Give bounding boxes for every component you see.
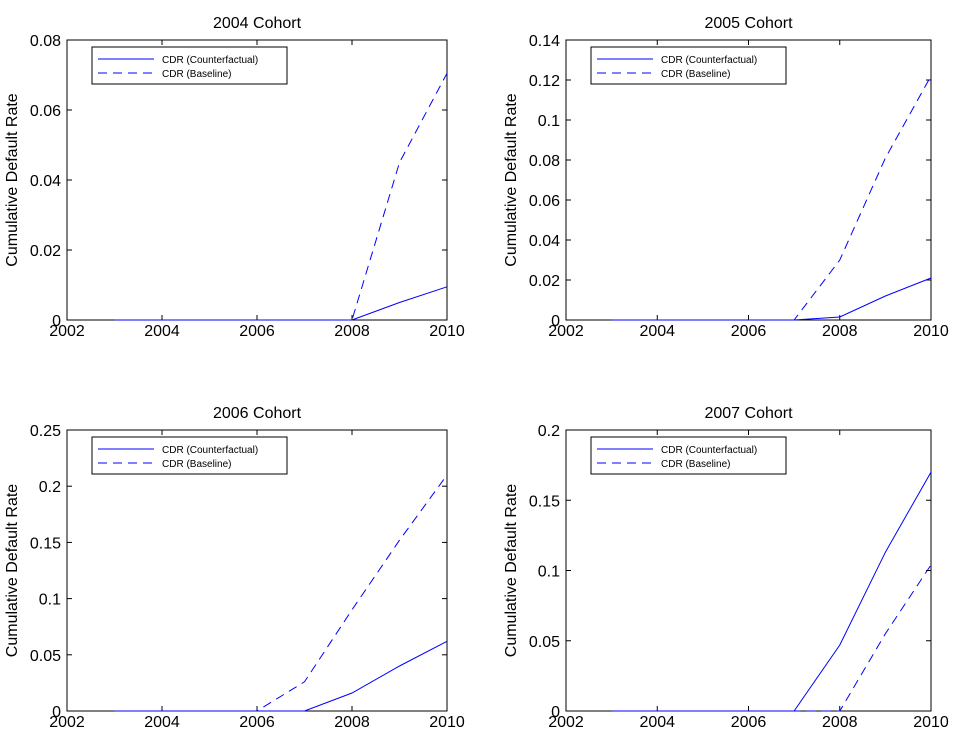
legend-entry-label: CDR (Baseline) [661,459,730,470]
series-line-baseline [114,73,448,321]
y-tick-label: 0.02 [529,273,560,290]
legend-box [590,46,787,85]
legend-entry-label: CDR (Baseline) [162,459,231,470]
y-tick-label: 0.04 [30,173,61,190]
chart-panel-1: 2004 Cohort Cumulative Default Rate 2002 20… [4,15,465,340]
y-tick-label: 0.14 [529,33,560,50]
y-axis-label: Cumulative Default Rate [503,93,520,267]
x-tick-label: 2010 [429,323,465,340]
chart-title: 2007 Cohort [704,405,793,422]
y-axis-label: Cumulative Default Rate [4,93,21,267]
y-tick-label: 0.08 [529,153,560,170]
y-tick-label: 0 [52,704,61,721]
chart-title: 2005 Cohort [704,15,793,32]
x-tick-label: 2002 [49,714,85,731]
y-tick-label: 0 [551,704,560,721]
y-tick-label: 0.1 [39,592,61,609]
series-line-baseline [611,75,932,321]
plot-area [565,429,932,712]
x-tick-label: 2010 [429,714,465,731]
plot-area [66,429,448,712]
x-tick-label: 2006 [731,714,767,731]
y-tick-label: 0.15 [529,493,560,510]
legend-box [91,46,288,85]
series-line-baseline [114,474,448,712]
y-tick-label: 0.25 [30,423,61,440]
y-axis-label: Cumulative Default Rate [503,484,520,658]
legend-box [91,436,288,475]
x-tick-label: 2006 [731,323,767,340]
chart-title: 2006 Cohort [213,405,302,422]
y-tick-label: 0.05 [30,648,61,665]
series-line-baseline [611,564,932,712]
x-tick-label: 2008 [822,323,858,340]
plot-area [66,39,448,321]
legend-entry-label: CDR (Counterfactual) [661,55,757,66]
y-axis-label: Cumulative Default Rate [4,484,21,658]
legend-entry-label: CDR (Baseline) [162,69,231,80]
x-tick-label: 2002 [548,323,584,340]
y-tick-label: 0 [52,313,61,330]
x-tick-label: 2008 [822,714,858,731]
y-tick-label: 0.02 [30,243,61,260]
chart-panel-3: 2006 Cohort Cumulative Default Rate 2002 20… [4,405,465,731]
x-tick-label: 2008 [334,714,370,731]
chart-title: 2004 Cohort [213,15,302,32]
y-tick-label: 0.06 [529,193,560,210]
legend-entry-label: CDR (Counterfactual) [661,445,757,456]
y-tick-label: 0.2 [39,479,61,496]
y-tick-label: 0.2 [538,423,560,440]
y-tick-label: 0.1 [538,564,560,581]
x-tick-label: 2004 [639,323,675,340]
y-tick-label: 0 [551,313,560,330]
y-tick-label: 0.12 [529,73,560,90]
y-tick-label: 0.15 [30,535,61,552]
y-tick-label: 0.06 [30,103,61,120]
x-tick-label: 2008 [334,323,370,340]
series-line-counterfactual [114,640,448,712]
y-tick-label: 0.04 [529,233,560,250]
plot-area [565,39,932,321]
chart-panel-4: 2007 Cohort Cumulative Default Rate 2002 20… [503,405,949,731]
x-tick-label: 2004 [639,714,675,731]
x-tick-label: 2004 [144,714,180,731]
x-tick-label: 2006 [239,323,275,340]
chart-panel-2: 2005 Cohort Cumulative Default Rate 2002 20… [503,15,949,340]
legend-entry-label: CDR (Counterfactual) [162,55,258,66]
x-tick-label: 2002 [548,714,584,731]
legend-entry-label: CDR (Baseline) [661,69,730,80]
legend-box [590,436,787,475]
y-tick-label: 0.05 [529,634,560,651]
y-tick-label: 0.1 [538,113,560,130]
legend-entry-label: CDR (Counterfactual) [162,445,258,456]
x-tick-label: 2010 [913,323,949,340]
x-tick-label: 2006 [239,714,275,731]
x-tick-label: 2010 [913,714,949,731]
x-tick-label: 2002 [49,323,85,340]
x-tick-label: 2004 [144,323,180,340]
y-tick-label: 0.08 [30,33,61,50]
